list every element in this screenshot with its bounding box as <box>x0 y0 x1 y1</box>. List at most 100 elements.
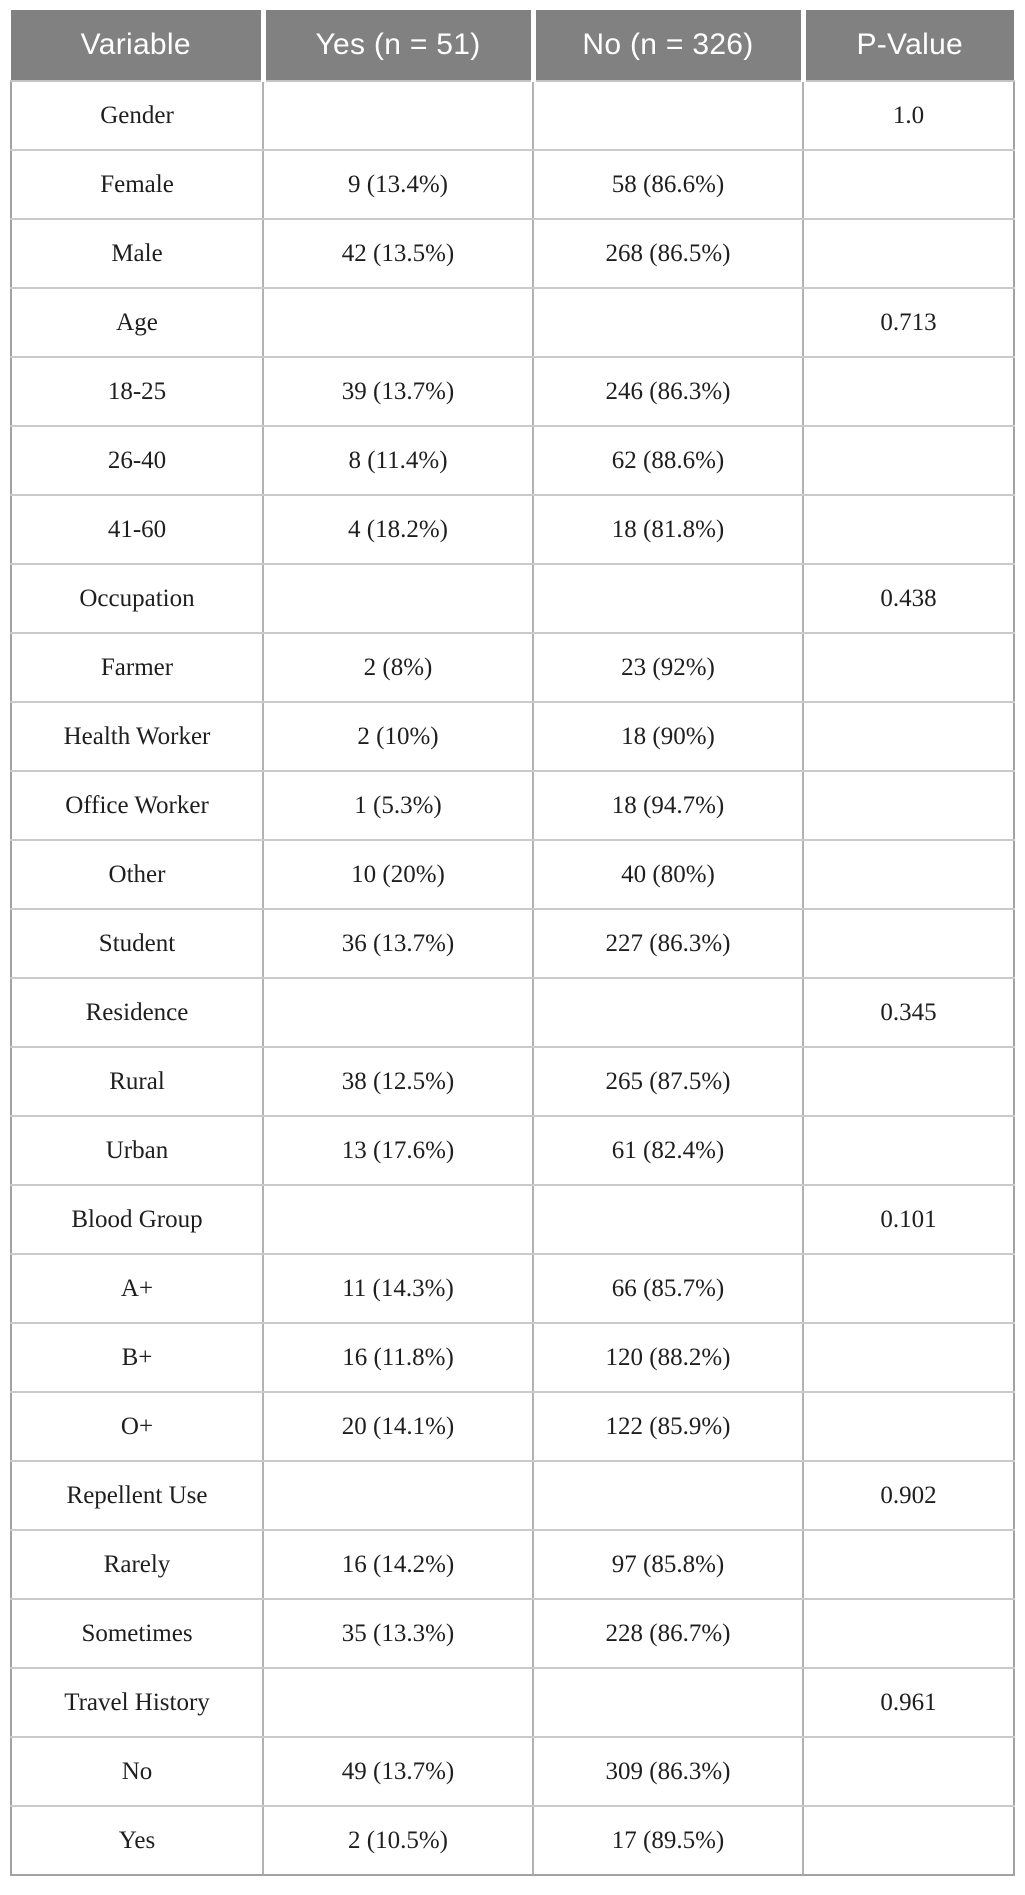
cell-no-count: 268 (86.5%) <box>532 218 804 289</box>
table-row: 41-60 4 (18.2%) 18 (81.8%) <box>10 494 1015 565</box>
cell-pvalue <box>802 1736 1015 1807</box>
cell-yes-count: 13 (17.6%) <box>262 1115 534 1186</box>
cell-no-count: 66 (85.7%) <box>532 1253 804 1324</box>
cell-pvalue <box>802 356 1015 427</box>
cell-yes-count: 2 (10.5%) <box>262 1805 534 1876</box>
cell-yes-count: 16 (14.2%) <box>262 1529 534 1600</box>
cell-yes-count: 20 (14.1%) <box>262 1391 534 1462</box>
cell-variable: Rarely <box>10 1529 264 1600</box>
cell-yes-count <box>262 1460 534 1531</box>
table-row: Office Worker 1 (5.3%) 18 (94.7%) <box>10 770 1015 841</box>
cell-no-count: 17 (89.5%) <box>532 1805 804 1876</box>
cell-yes-count: 4 (18.2%) <box>262 494 534 565</box>
cell-yes-count: 38 (12.5%) <box>262 1046 534 1117</box>
cell-variable: Gender <box>10 80 264 151</box>
table-row: Repellent Use 0.902 <box>10 1460 1015 1531</box>
column-header-pvalue: P-Value <box>800 10 1014 82</box>
header-row: Variable Yes (n = 51) No (n = 326) P-Val… <box>11 10 1014 82</box>
table-row: Residence 0.345 <box>10 977 1015 1048</box>
cell-variable: Occupation <box>10 563 264 634</box>
cell-variable: Rural <box>10 1046 264 1117</box>
cell-yes-count: 11 (14.3%) <box>262 1253 534 1324</box>
table-row: No 49 (13.7%) 309 (86.3%) <box>10 1736 1015 1807</box>
cell-pvalue <box>802 1046 1015 1117</box>
cell-pvalue: 0.961 <box>802 1667 1015 1738</box>
cell-pvalue <box>802 908 1015 979</box>
cell-yes-count: 2 (10%) <box>262 701 534 772</box>
cell-pvalue <box>802 1253 1015 1324</box>
cell-no-count: 62 (88.6%) <box>532 425 804 496</box>
table-row: Rarely 16 (14.2%) 97 (85.8%) <box>10 1529 1015 1600</box>
cell-pvalue <box>802 1805 1015 1876</box>
table-row: A+ 11 (14.3%) 66 (85.7%) <box>10 1253 1015 1324</box>
cell-no-count: 227 (86.3%) <box>532 908 804 979</box>
table-row: Male 42 (13.5%) 268 (86.5%) <box>10 218 1015 289</box>
cell-variable: Male <box>10 218 264 289</box>
cell-yes-count: 10 (20%) <box>262 839 534 910</box>
cell-no-count: 18 (90%) <box>532 701 804 772</box>
cell-no-count: 58 (86.6%) <box>532 149 804 220</box>
table-row: Age 0.713 <box>10 287 1015 358</box>
cell-no-count: 18 (81.8%) <box>532 494 804 565</box>
cell-no-count <box>532 1184 804 1255</box>
cell-pvalue <box>802 1322 1015 1393</box>
cell-pvalue <box>802 701 1015 772</box>
cell-no-count <box>532 1667 804 1738</box>
cell-pvalue: 0.902 <box>802 1460 1015 1531</box>
cell-no-count <box>532 1460 804 1531</box>
cell-yes-count <box>262 1184 534 1255</box>
table-header: Variable Yes (n = 51) No (n = 326) P-Val… <box>11 10 1014 82</box>
cell-variable: Sometimes <box>10 1598 264 1669</box>
cell-yes-count: 39 (13.7%) <box>262 356 534 427</box>
cell-pvalue <box>802 632 1015 703</box>
table-row: Gender 1.0 <box>10 80 1015 151</box>
cell-pvalue <box>802 1115 1015 1186</box>
cell-yes-count: 9 (13.4%) <box>262 149 534 220</box>
cell-pvalue <box>802 1391 1015 1462</box>
table-row: Rural 38 (12.5%) 265 (87.5%) <box>10 1046 1015 1117</box>
cell-variable: Student <box>10 908 264 979</box>
cell-pvalue <box>802 770 1015 841</box>
cell-variable: 41-60 <box>10 494 264 565</box>
table-row: Female 9 (13.4%) 58 (86.6%) <box>10 149 1015 220</box>
table-row: Occupation 0.438 <box>10 563 1015 634</box>
cell-no-count: 309 (86.3%) <box>532 1736 804 1807</box>
cell-yes-count: 49 (13.7%) <box>262 1736 534 1807</box>
cell-no-count: 23 (92%) <box>532 632 804 703</box>
cell-yes-count: 35 (13.3%) <box>262 1598 534 1669</box>
table-row: Farmer 2 (8%) 23 (92%) <box>10 632 1015 703</box>
cell-variable: Residence <box>10 977 264 1048</box>
cell-variable: Farmer <box>10 632 264 703</box>
cell-variable: Yes <box>10 1805 264 1876</box>
cell-yes-count <box>262 977 534 1048</box>
table-row: Sometimes 35 (13.3%) 228 (86.7%) <box>10 1598 1015 1669</box>
table-row: Urban 13 (17.6%) 61 (82.4%) <box>10 1115 1015 1186</box>
cell-yes-count: 42 (13.5%) <box>262 218 534 289</box>
table-row: Blood Group 0.101 <box>10 1184 1015 1255</box>
cell-variable: No <box>10 1736 264 1807</box>
table-row: 26-40 8 (11.4%) 62 (88.6%) <box>10 425 1015 496</box>
cell-yes-count <box>262 287 534 358</box>
table-row: Travel History 0.961 <box>10 1667 1015 1738</box>
cell-no-count: 122 (85.9%) <box>532 1391 804 1462</box>
column-header-no: No (n = 326) <box>530 10 803 82</box>
cell-yes-count: 2 (8%) <box>262 632 534 703</box>
table-row: O+ 20 (14.1%) 122 (85.9%) <box>10 1391 1015 1462</box>
cell-pvalue <box>802 839 1015 910</box>
cell-no-count: 61 (82.4%) <box>532 1115 804 1186</box>
cell-variable: Health Worker <box>10 701 264 772</box>
cell-yes-count <box>262 563 534 634</box>
cell-no-count: 18 (94.7%) <box>532 770 804 841</box>
cell-variable: Blood Group <box>10 1184 264 1255</box>
cell-pvalue <box>802 494 1015 565</box>
cell-yes-count: 36 (13.7%) <box>262 908 534 979</box>
cell-no-count: 97 (85.8%) <box>532 1529 804 1600</box>
cell-no-count: 120 (88.2%) <box>532 1322 804 1393</box>
cell-no-count: 246 (86.3%) <box>532 356 804 427</box>
cell-yes-count <box>262 1667 534 1738</box>
cell-pvalue: 1.0 <box>802 80 1015 151</box>
cell-variable: Repellent Use <box>10 1460 264 1531</box>
cell-pvalue <box>802 1598 1015 1669</box>
cell-no-count <box>532 977 804 1048</box>
table-row: 18-25 39 (13.7%) 246 (86.3%) <box>10 356 1015 427</box>
